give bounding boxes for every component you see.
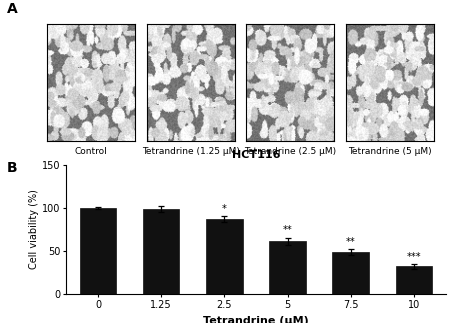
Text: Tetrandrine (5 μM): Tetrandrine (5 μM): [348, 147, 432, 156]
Bar: [143, 209, 180, 294]
Text: B: B: [7, 162, 18, 175]
Y-axis label: Cell viability (%): Cell viability (%): [29, 189, 39, 269]
Bar: [206, 219, 243, 294]
Text: **: **: [346, 236, 356, 246]
Text: *: *: [222, 204, 227, 214]
Text: Control: Control: [75, 147, 108, 156]
Text: Tetrandrine (2.5 μM): Tetrandrine (2.5 μM): [244, 147, 337, 156]
Text: **: **: [283, 225, 292, 235]
Bar: [80, 208, 116, 294]
Text: Tetrandrine (1.25 μM): Tetrandrine (1.25 μM): [142, 147, 240, 156]
Text: ***: ***: [407, 252, 421, 262]
Text: A: A: [7, 2, 18, 16]
Text: HCT116: HCT116: [232, 150, 280, 160]
Bar: [269, 241, 306, 294]
X-axis label: Tetrandrine (μM): Tetrandrine (μM): [203, 316, 309, 323]
Bar: [396, 266, 432, 294]
Bar: [332, 252, 369, 294]
